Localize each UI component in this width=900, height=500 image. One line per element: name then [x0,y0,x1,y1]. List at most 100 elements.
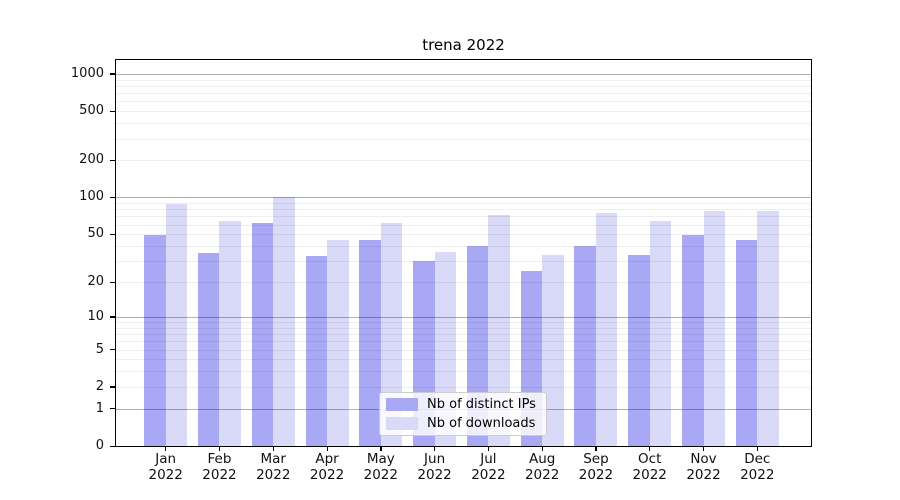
y-tick-label: 50 [87,226,104,242]
gridline-minor [115,85,812,87]
x-tick [756,446,758,451]
bar-distinct-ips [735,239,758,447]
bar-downloads [488,214,510,447]
gridline-minor [115,93,812,95]
x-tick-label: Sep 2022 [578,451,614,483]
gridline-minor [115,224,812,226]
y-tick-label: 1000 [70,65,104,81]
x-tick-label: Oct 2022 [632,451,667,483]
y-tick [110,196,115,199]
gridline-minor [115,203,812,205]
bar-distinct-ips [574,246,596,447]
y-tick-label: 2 [95,378,104,394]
bar-downloads [757,211,779,447]
chart-title: trena 2022 [422,36,505,54]
gridline-minor [115,261,812,263]
bar-distinct-ips [144,235,166,447]
legend-item-distinct-ips: Nb of distinct IPs [386,396,538,412]
gridline-minor [115,138,812,140]
gridline-minor [115,216,812,218]
x-tick [272,446,274,451]
x-tick-label: Mar 2022 [256,451,291,483]
x-tick [326,446,328,451]
x-tick-label: May 2022 [363,451,398,483]
y-tick-label: 1 [95,400,104,416]
gridline-minor [115,123,812,125]
y-tick-label: 20 [87,274,104,290]
gridline-minor [115,101,812,103]
x-tick-label: Jan 2022 [148,451,183,483]
x-tick [380,446,382,451]
x-tick-label: Jun 2022 [417,451,452,483]
bar-distinct-ips [197,253,220,447]
bar-distinct-ips [359,239,381,447]
x-tick [165,446,167,451]
gridline-minor [115,371,812,373]
legend-swatch-downloads-icon [386,417,418,430]
bar-downloads [649,221,672,447]
legend-swatch-distinct-ips-icon [386,398,418,411]
gridline-minor [115,349,812,351]
bar-distinct-ips [682,235,704,447]
x-tick [595,446,597,451]
bar-distinct-ips [305,256,328,447]
bar-distinct-ips [251,222,274,447]
bar-downloads [273,197,295,447]
bar-downloads [595,212,618,447]
x-tick [541,446,543,451]
y-tick-label: 10 [87,308,104,324]
y-tick [110,316,115,318]
y-tick [110,445,115,447]
gridline-minor [115,209,812,211]
y-tick-label: 200 [79,152,104,168]
plot-area [115,59,812,447]
bar-downloads [327,239,349,447]
legend-item-downloads: Nb of downloads [386,415,538,431]
y-tick [110,281,115,283]
gridline-minor [115,234,812,236]
gridline-minor [115,160,812,162]
y-tick-label: 0 [95,438,104,453]
x-tick [434,446,436,451]
y-tick [110,386,115,388]
gridline-minor [115,334,812,336]
x-tick-label: Apr 2022 [309,451,345,483]
gridline-major [115,316,812,318]
gridline-minor [115,111,812,113]
legend-label-distinct-ips: Nb of distinct IPs [427,396,536,412]
y-tick [110,110,115,112]
gridline-minor [115,79,812,81]
x-tick-label: Aug 2022 [524,451,560,483]
y-tick [110,159,115,162]
bar-downloads [703,211,725,447]
gridline-major [115,73,812,75]
gridline-minor [115,341,812,343]
y-tick-label: 100 [79,189,104,205]
y-tick [110,349,115,351]
x-tick-label: Nov 2022 [686,451,721,483]
x-tick [649,446,651,451]
bar-downloads [219,221,241,447]
legend: Nb of distinct IPs Nb of downloads [379,392,547,436]
gridline-minor [115,327,812,329]
y-tick-label: 5 [95,341,104,357]
bar-downloads [165,204,188,447]
gridline-minor [115,246,812,247]
y-tick [110,73,115,75]
gridline-minor [115,359,812,361]
y-tick [110,408,115,410]
bar-distinct-ips [628,254,650,447]
gridline-major [115,197,812,199]
x-tick [218,446,221,451]
gridline-minor [115,322,812,323]
x-tick-label: Jul 2022 [471,451,506,483]
y-tick-label: 500 [79,103,104,119]
y-tick [110,233,115,235]
x-tick-label: Feb 2022 [202,451,237,483]
bar-downloads [380,222,403,447]
gridline-minor [115,282,812,284]
legend-label-downloads: Nb of downloads [427,415,536,431]
gridline-minor [115,386,812,388]
x-tick [703,446,705,451]
